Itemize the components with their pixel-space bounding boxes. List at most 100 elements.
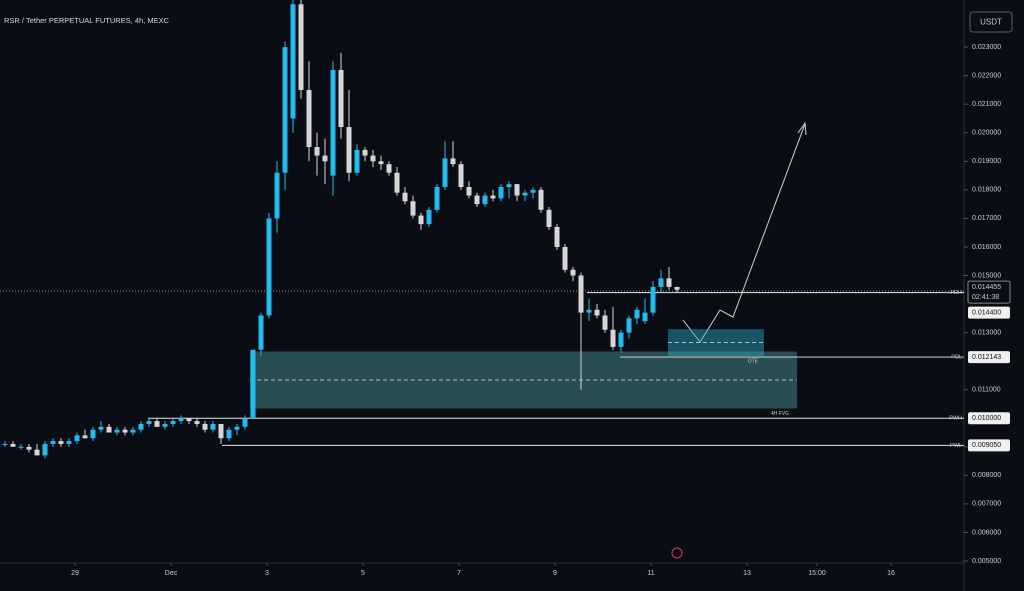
candle-body (242, 418, 248, 427)
candle-body (66, 441, 72, 444)
candle-body (666, 278, 672, 287)
candle-body (202, 423, 208, 430)
y-tick-label: 0.005000 (972, 558, 1001, 565)
candle-body (82, 435, 88, 439)
candle-body (410, 201, 416, 216)
candle-body (610, 329, 616, 347)
candle-body (306, 89, 312, 148)
zone-label: OTE (748, 358, 759, 364)
candle-body (154, 421, 160, 427)
candle-body (458, 164, 464, 188)
zone-label: 4H FVG (771, 411, 789, 417)
candle-body (90, 429, 96, 439)
x-tick-label: 7 (457, 570, 461, 577)
candle-body (602, 315, 608, 330)
candle-body (650, 286, 656, 313)
candle-body (314, 147, 320, 156)
y-tick-label: 0.020000 (972, 130, 1001, 137)
candle-body (114, 429, 120, 433)
candle-body (450, 158, 456, 165)
x-tick-label: 15:00 (808, 570, 826, 577)
currency-button[interactable] (969, 11, 1013, 33)
candle-body (418, 215, 424, 225)
x-tick-label: 29 (71, 570, 79, 577)
candle-body (106, 426, 112, 433)
candle-body (546, 209, 552, 227)
level-value-box (968, 412, 1010, 425)
candle-body (194, 421, 200, 424)
candle-body (530, 189, 536, 193)
candle-body (346, 127, 352, 173)
x-tick-label: Dec (165, 570, 178, 577)
candle-body (282, 47, 288, 173)
candle-body (498, 187, 504, 199)
candle-body (218, 423, 224, 439)
y-tick-label: 0.015000 (972, 272, 1001, 279)
candle-body (474, 195, 480, 205)
y-tick-label: 0.022000 (972, 73, 1001, 80)
candle-body (466, 187, 472, 196)
candle-body (258, 315, 264, 350)
x-tick-label: 3 (265, 570, 269, 577)
candle-body (130, 429, 136, 433)
y-tick-label: 0.008000 (972, 472, 1001, 479)
candle-body (594, 309, 600, 316)
level-name: PWL (950, 443, 962, 449)
level-value-label: 0.012143 (972, 354, 1001, 361)
candle-body (338, 69, 344, 128)
candle-body (26, 446, 32, 450)
candle-body (394, 172, 400, 193)
candle-body (386, 164, 392, 173)
candle-body (426, 209, 432, 225)
chart-title: RSR / Tether PERPETUAL FUTURES, 4h, MEXC (4, 16, 170, 25)
current-price-label: 0.014455 (972, 284, 1001, 291)
level-value-box (968, 439, 1010, 452)
x-tick-label: 13 (743, 570, 751, 577)
candle-body (2, 443, 8, 445)
candle-body (370, 155, 376, 162)
y-tick-label: 0.023000 (972, 44, 1001, 51)
candle-body (378, 161, 384, 165)
candle-body (618, 332, 624, 347)
x-tick-label: 11 (647, 570, 654, 577)
candle-body (402, 192, 408, 202)
candle-body (18, 446, 24, 448)
y-tick-label: 0.019000 (972, 158, 1001, 165)
candle-body (578, 275, 584, 313)
candle-body (34, 449, 40, 456)
candle-body (434, 187, 440, 210)
candle-body (146, 421, 152, 424)
candle-body (58, 441, 64, 444)
candle-body (42, 443, 48, 456)
candle-body (290, 4, 296, 119)
candle-body (554, 226, 560, 247)
candle-body (362, 149, 368, 156)
candle-body (138, 423, 144, 430)
candle-body (538, 189, 544, 210)
candle-body (522, 192, 528, 196)
candle-body (186, 418, 192, 422)
event-icon[interactable] (671, 547, 683, 559)
candle-body (658, 278, 664, 287)
level-value-label: 0.014400 (972, 309, 1001, 316)
level-value-label: 0.010000 (972, 415, 1001, 422)
candle-body (442, 158, 448, 188)
current-price-box (967, 280, 1011, 304)
y-tick-label: 0.007000 (972, 501, 1001, 508)
projection-arrowhead (797, 121, 807, 136)
candle-body (626, 318, 632, 333)
candle-body (10, 443, 16, 447)
level-name: PDH (950, 290, 962, 296)
y-tick-label: 0.006000 (972, 529, 1001, 536)
candle-body (170, 421, 176, 424)
currency-label: USDT (980, 18, 1002, 27)
y-tick-label: 0.016000 (972, 244, 1001, 251)
x-tick-label: 5 (361, 570, 365, 577)
candle-body (162, 423, 168, 427)
candle-body (250, 349, 256, 419)
level-name: PWH (949, 416, 962, 422)
candle-body (322, 155, 328, 162)
y-tick-label: 0.017000 (972, 215, 1001, 222)
candle-body (266, 218, 272, 316)
